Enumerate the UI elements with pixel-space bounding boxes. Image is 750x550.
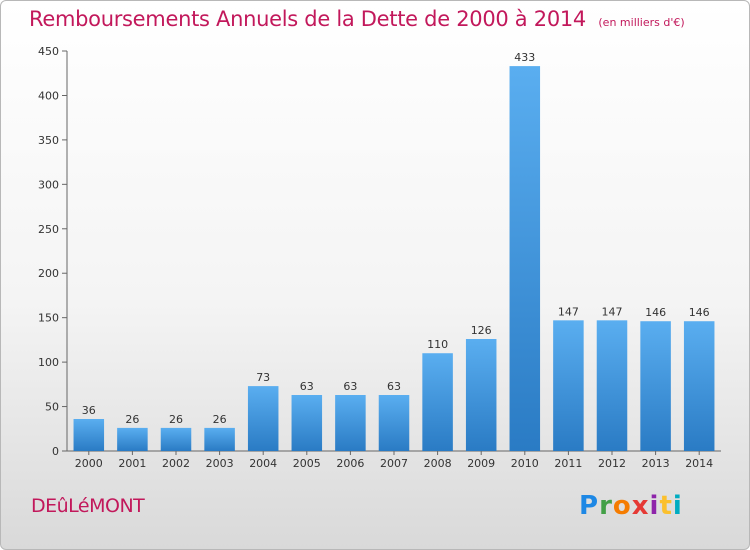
y-axis: 0 50 100 150 200 250 300 350 400 450 — [38, 45, 68, 458]
x-tick-label: 2002 — [162, 457, 190, 470]
y-tick-label: 400 — [38, 89, 59, 102]
data-label: 147 — [558, 305, 579, 318]
x-tick-label: 2014 — [685, 457, 713, 470]
data-label: 73 — [256, 371, 270, 384]
logo-letter: i — [672, 491, 683, 521]
x-tick-label: 2010 — [511, 457, 539, 470]
x-tick-label: 2008 — [424, 457, 452, 470]
bars — [73, 66, 715, 451]
data-label: 147 — [602, 305, 623, 318]
bar-2001 — [117, 427, 148, 451]
bar-2008 — [422, 353, 453, 451]
data-label: 36 — [82, 404, 96, 417]
data-label: 433 — [514, 51, 535, 64]
bar-2005 — [291, 395, 323, 451]
bar-2012 — [596, 320, 628, 451]
data-label: 110 — [427, 338, 448, 351]
y-tick-label: 150 — [38, 312, 59, 325]
x-tick-label: 2001 — [118, 457, 146, 470]
x-tick-label: 2012 — [598, 457, 626, 470]
y-tick-label: 0 — [52, 445, 59, 458]
x-tick-label: 2005 — [293, 457, 321, 470]
data-label: 146 — [689, 306, 710, 319]
logo-letter: P — [579, 491, 600, 521]
data-label: 63 — [343, 380, 357, 393]
x-tick-label: 2007 — [380, 457, 408, 470]
chart-title-text: Remboursements Annuels de la Dette de 20… — [29, 7, 586, 31]
logo-letter: x — [631, 491, 650, 521]
x-axis: 2000 2001 2002 2003 2004 2005 2006 2007 2008 2009… — [67, 450, 721, 470]
x-tick-label: 2006 — [336, 457, 364, 470]
logo-letter: o — [612, 491, 632, 521]
x-tick-label: 2009 — [467, 457, 495, 470]
bar-2014 — [683, 321, 715, 451]
bar-2000 — [73, 419, 105, 451]
y-tick-label: 50 — [45, 401, 59, 414]
x-tick-label: 2011 — [554, 457, 582, 470]
data-labels: 36 26 26 26 73 63 63 63 110 126 433 147 147 146 146 — [82, 51, 710, 426]
data-label: 63 — [387, 380, 401, 393]
commune-name: DEûLéMONT — [31, 495, 145, 517]
data-label: 63 — [300, 380, 314, 393]
data-label: 26 — [125, 413, 139, 426]
x-tick-label: 2000 — [75, 457, 103, 470]
bar-2011 — [553, 320, 584, 451]
bar-2003 — [204, 427, 235, 451]
y-tick-label: 100 — [38, 356, 59, 369]
bar-2009 — [465, 339, 497, 451]
bar-2002 — [160, 427, 192, 451]
bar-2013 — [640, 321, 671, 451]
data-label: 26 — [169, 413, 183, 426]
logo-letter: t — [659, 491, 673, 521]
x-tick-label: 2013 — [642, 457, 670, 470]
data-label: 146 — [645, 306, 666, 319]
y-tick-label: 200 — [38, 267, 59, 280]
data-label: 26 — [213, 413, 227, 426]
proxiti-logo[interactable]: Proxiti — [579, 491, 683, 521]
bar-2007 — [378, 395, 410, 451]
chart-title: Remboursements Annuels de la Dette de 20… — [29, 7, 685, 31]
y-tick-label: 450 — [38, 45, 59, 58]
x-tick-label: 2003 — [206, 457, 234, 470]
x-tick-label: 2004 — [249, 457, 277, 470]
bar-2004 — [247, 386, 279, 451]
logo-letter: i — [649, 491, 660, 521]
y-tick-label: 250 — [38, 223, 59, 236]
logo-letter: r — [599, 491, 613, 521]
bar-2006 — [335, 395, 366, 451]
y-tick-label: 350 — [38, 134, 59, 147]
y-tick-label: 300 — [38, 178, 59, 191]
chart-subtitle: (en milliers d'€) — [598, 16, 685, 29]
bar-2010 — [509, 66, 541, 451]
data-label: 126 — [471, 324, 492, 337]
